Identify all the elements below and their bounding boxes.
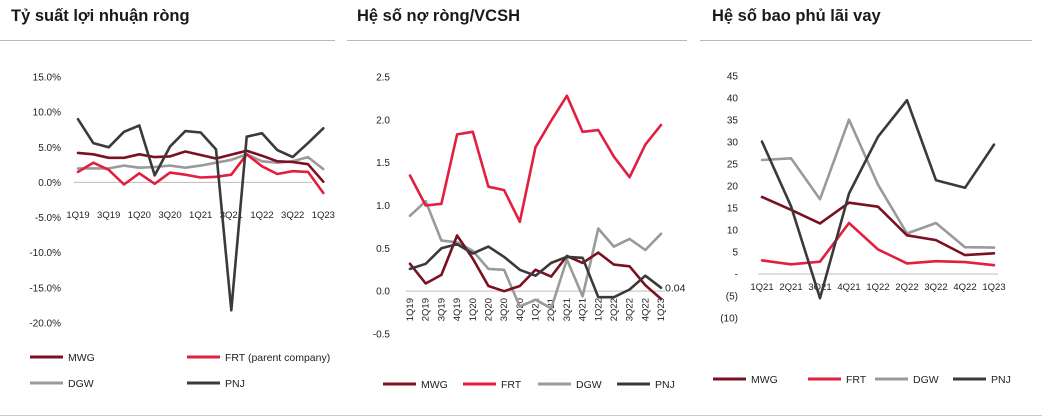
y-tick-label: 45 [727, 72, 739, 83]
y-tick-label: 10.0% [33, 108, 61, 119]
x-tick-label: 1Q23 [656, 298, 667, 321]
series-line-pnj [408, 242, 663, 299]
x-tick-label: 3Q22 [924, 282, 947, 293]
x-tick-label: 1Q20 [468, 298, 479, 321]
x-tick-label: 4Q21 [578, 298, 589, 321]
title-rule [0, 40, 335, 41]
x-tick-label: 3Q20 [499, 298, 510, 321]
y-tick-label: 2.5 [376, 73, 390, 84]
series-line-mwg [76, 149, 325, 183]
series-line-frt [760, 221, 996, 267]
y-tick-label: 35 [727, 116, 739, 127]
legend-label-pnj: PNJ [991, 374, 1011, 386]
legend-label-mwg: MWG [68, 352, 95, 364]
series-line-mwg [760, 195, 996, 257]
x-tick-label: 3Q22 [625, 298, 636, 321]
y-tick-label: (10) [720, 314, 738, 325]
chart-title: Hệ số nợ ròng/VCSH [357, 7, 520, 25]
series-line-pnj [76, 117, 325, 312]
series-line-frt [76, 153, 325, 195]
y-tick-label: 25 [727, 160, 739, 171]
y-tick-label: 1.5 [376, 158, 390, 169]
legend-label-frt: FRT (parent company) [225, 352, 330, 364]
x-tick-label: 3Q19 [97, 210, 120, 221]
x-tick-label: 4Q20 [515, 298, 526, 321]
x-tick-label: 1Q22 [866, 282, 889, 293]
x-tick-label: 4Q22 [640, 298, 651, 321]
title-rule [347, 40, 687, 41]
y-tick-label: 20 [727, 182, 739, 193]
y-tick-label: -0.5 [373, 330, 391, 341]
legend-label-pnj: PNJ [655, 379, 675, 391]
x-tick-label: 1Q21 [189, 210, 212, 221]
y-tick-label: (5) [726, 292, 738, 303]
x-tick-label: 2Q22 [895, 282, 918, 293]
x-tick-label: 1Q23 [982, 282, 1005, 293]
title-rule [700, 40, 1032, 41]
legend-label-dgw: DGW [913, 374, 939, 386]
y-tick-label: 0.0 [376, 287, 390, 298]
interest-coverage-panel: Hệ số bao phủ lãi vay [700, 0, 1032, 420]
legend-label-frt: FRT [501, 379, 522, 391]
x-tick-label: 3Q21 [562, 298, 573, 321]
y-tick-label: -10.0% [29, 248, 61, 259]
y-tick-label: 40 [727, 94, 739, 105]
legend-label-mwg: MWG [421, 379, 448, 391]
x-tick-label: 3Q22 [281, 210, 304, 221]
y-tick-label: 15.0% [33, 73, 61, 84]
y-tick-label: 2.0 [376, 115, 390, 126]
x-tick-label: 1Q23 [312, 210, 335, 221]
x-tick-label: 1Q20 [128, 210, 151, 221]
x-tick-label: 4Q22 [953, 282, 976, 293]
x-tick-label: 1Q19 [405, 298, 416, 321]
x-tick-label: 3Q20 [158, 210, 181, 221]
x-tick-label: 4Q19 [452, 298, 463, 321]
net-debt-equity-panel: Hệ số nợ ròng/VCSH [347, 0, 687, 420]
x-tick-label: 1Q21 [531, 298, 542, 321]
y-tick-label: 5.0% [38, 143, 61, 154]
chart-title: Tỷ suất lợi nhuận ròng [11, 7, 190, 25]
legend-label-dgw: DGW [68, 378, 94, 390]
legend-label-dgw: DGW [576, 379, 602, 391]
y-tick-label: 10 [727, 226, 739, 237]
x-tick-label: 2Q20 [483, 298, 494, 321]
y-tick-label: - [735, 270, 738, 281]
series-line-frt [408, 94, 663, 224]
x-tick-label: 3Q19 [436, 298, 447, 321]
x-tick-label: 1Q19 [66, 210, 89, 221]
y-tick-label: 0.0% [38, 178, 61, 189]
y-tick-label: -15.0% [29, 283, 61, 294]
y-tick-label: 5 [732, 248, 738, 259]
legend-label-frt: FRT [846, 374, 867, 386]
y-tick-label: 0.5 [376, 244, 390, 255]
x-tick-label: 2Q22 [609, 298, 620, 321]
bottom-rule [0, 415, 1042, 416]
x-tick-label: 2Q21 [779, 282, 802, 293]
y-tick-label: 1.0 [376, 201, 390, 212]
x-tick-label: 4Q21 [837, 282, 860, 293]
x-tick-label: 2Q19 [421, 298, 432, 321]
x-tick-label: 1Q21 [750, 282, 773, 293]
chart-title: Hệ số bao phủ lãi vay [712, 7, 881, 25]
y-tick-label: 15 [727, 204, 739, 215]
series-line-dgw [408, 199, 663, 310]
x-tick-label: 3Q21 [220, 210, 243, 221]
x-tick-label: 1Q22 [593, 298, 604, 321]
legend-label-pnj: PNJ [225, 378, 245, 390]
y-tick-label: 30 [727, 138, 739, 149]
y-tick-label: -5.0% [35, 213, 61, 224]
x-tick-label: 3Q21 [808, 282, 831, 293]
x-tick-label: 2Q21 [546, 298, 557, 321]
x-tick-label: 1Q22 [250, 210, 273, 221]
legend-label-mwg: MWG [751, 374, 778, 386]
net-margin-panel: Tỷ suất lợi nhuận ròng [0, 0, 336, 420]
data-label-pnj-last: 0.04 [665, 283, 686, 295]
series-line-dgw [760, 118, 996, 249]
y-tick-label: -20.0% [29, 319, 61, 330]
series-line-mwg [408, 234, 663, 301]
series-line-pnj [760, 98, 996, 300]
